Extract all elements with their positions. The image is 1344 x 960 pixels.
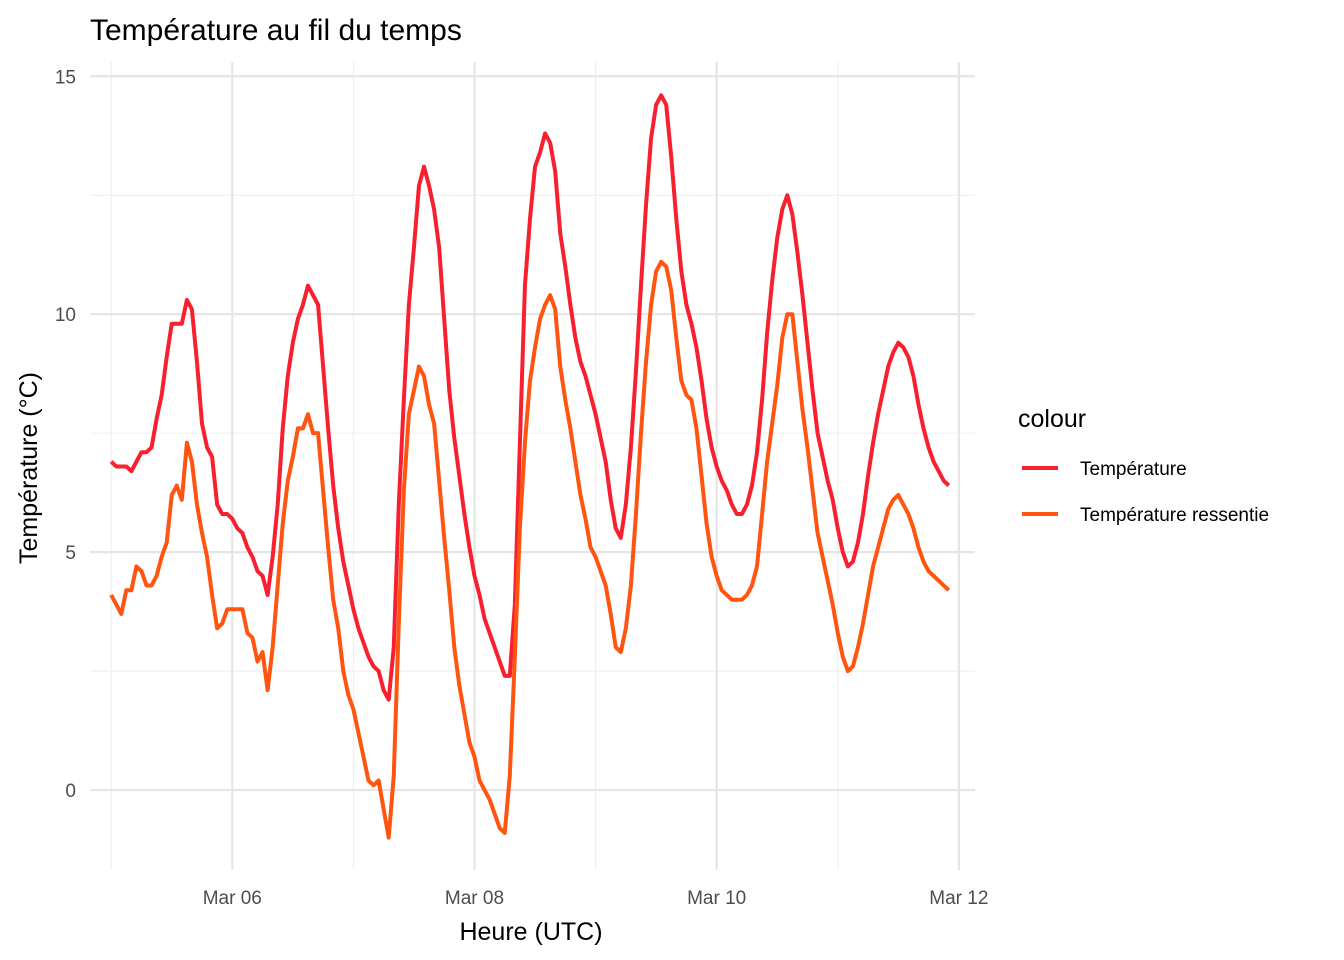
- y-axis-tick-labels: 0 5 10 15: [55, 67, 76, 802]
- x-axis-title: Heure (UTC): [459, 918, 602, 946]
- series-line-temperature: [109, 93, 951, 702]
- x-tick-label: Mar 06: [203, 888, 262, 909]
- x-tick-label: Mar 10: [687, 888, 746, 909]
- y-tick-label: 0: [65, 781, 76, 802]
- series-line-apparent-temperature: [109, 259, 951, 840]
- x-axis-tick-labels: Mar 06 Mar 08 Mar 10 Mar 12: [203, 888, 989, 909]
- x-tick-label: Mar 12: [929, 888, 988, 909]
- legend: colour Température Température ressentie: [1018, 405, 1269, 526]
- y-tick-label: 5: [65, 543, 76, 564]
- chart-title: Température au fil du temps: [90, 14, 462, 47]
- y-tick-label: 15: [55, 67, 76, 88]
- legend-title: colour: [1018, 405, 1086, 433]
- legend-label: Température ressentie: [1080, 505, 1269, 526]
- x-tick-label: Mar 08: [445, 888, 504, 909]
- y-axis-title: Température (°C): [15, 372, 43, 564]
- legend-label: Température: [1080, 459, 1187, 480]
- y-tick-label: 10: [55, 305, 76, 326]
- series-lines: [109, 93, 951, 840]
